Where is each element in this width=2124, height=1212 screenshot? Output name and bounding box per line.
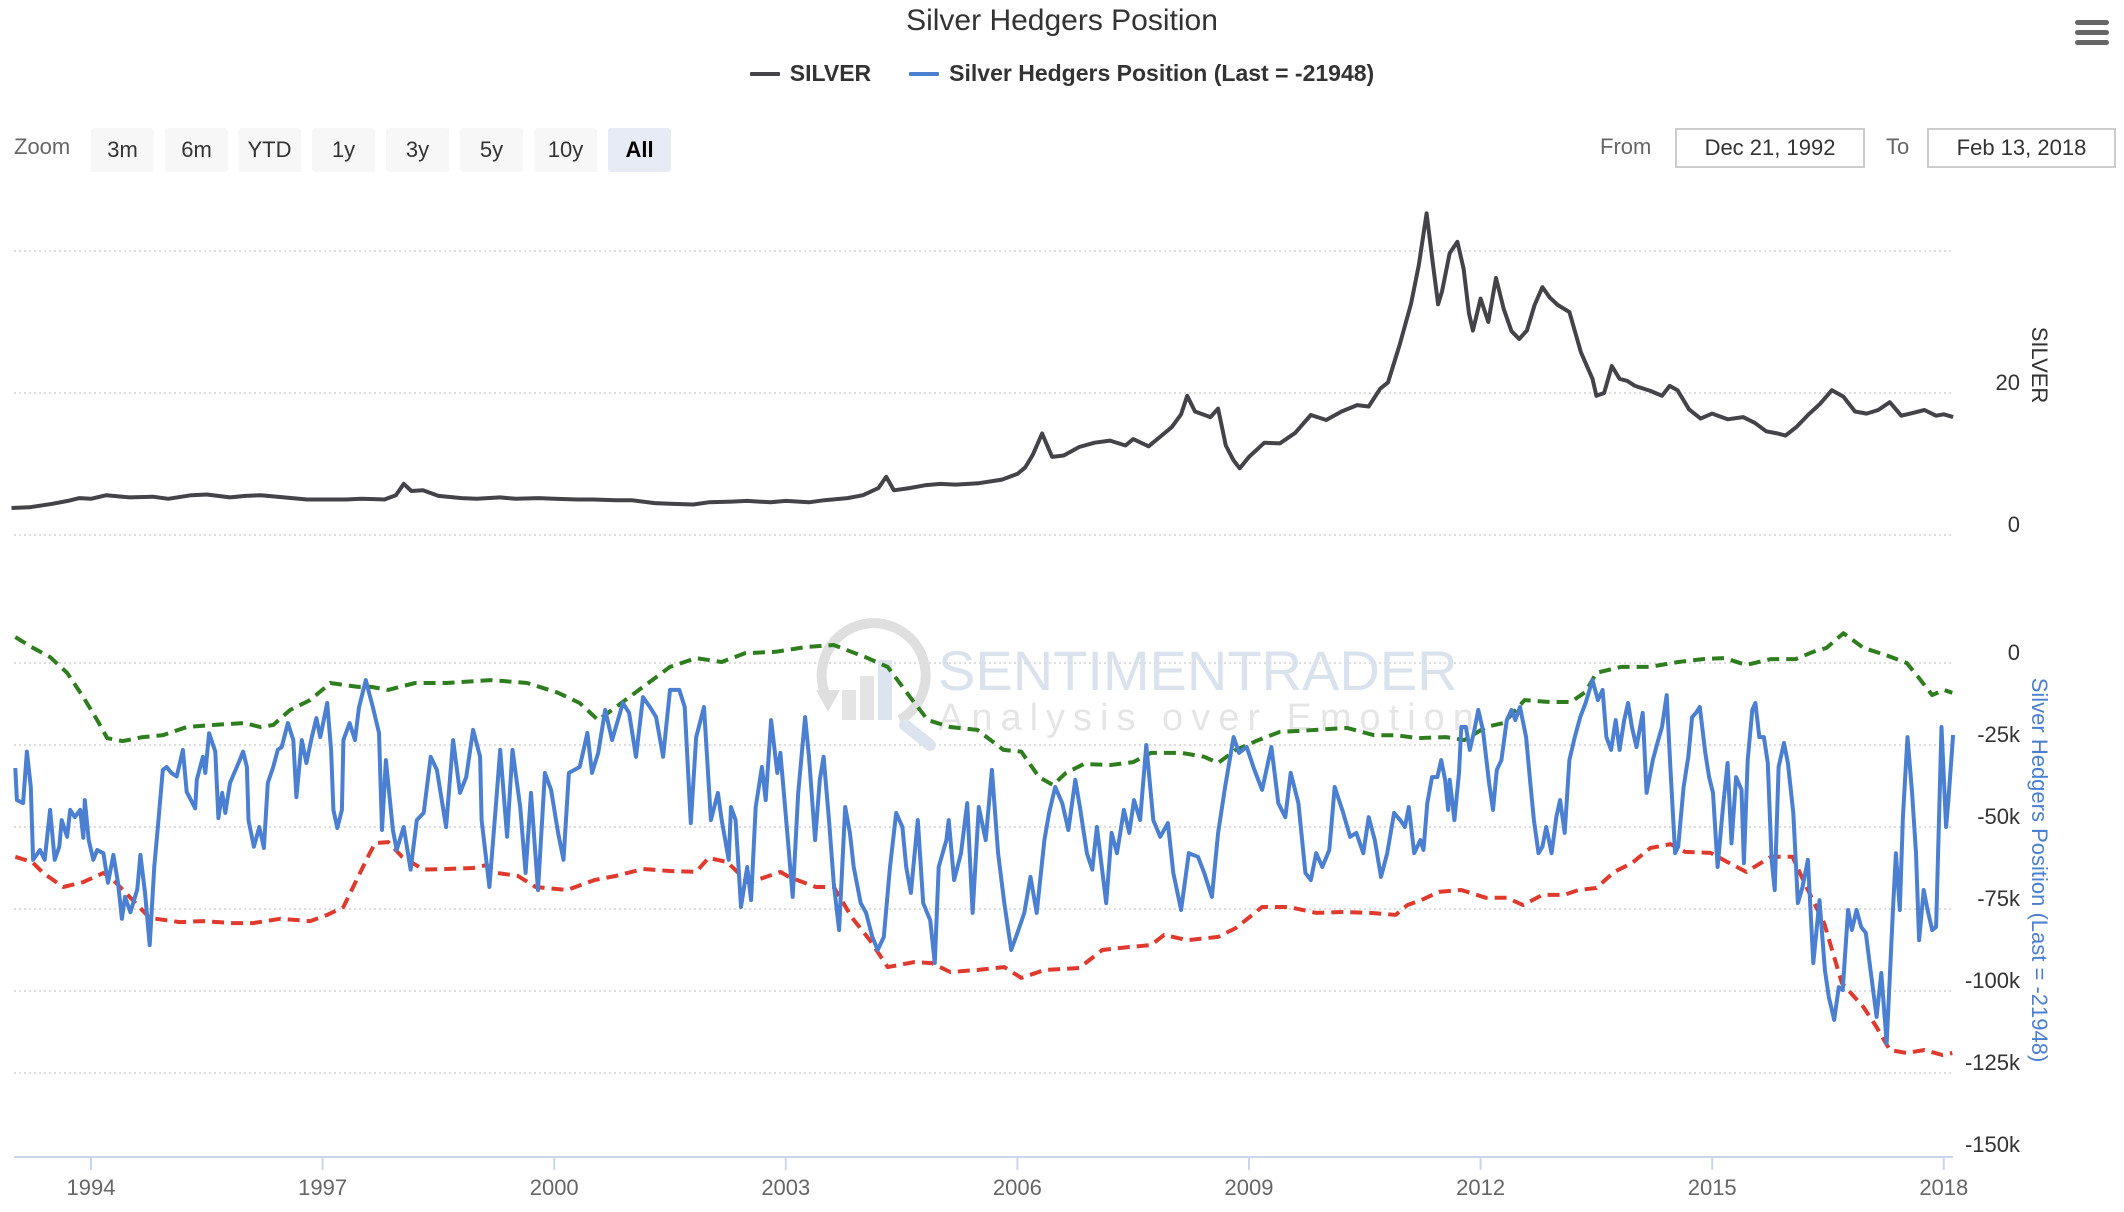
x-tick-label: 2015 <box>1688 1175 1737 1200</box>
silver-axis-title: SILVER <box>2027 327 2052 404</box>
x-tick-label: 2009 <box>1225 1175 1274 1200</box>
x-tick-label: 1997 <box>298 1175 347 1200</box>
series-line-silver <box>11 211 1954 510</box>
series-line-upper-band <box>14 631 1953 787</box>
y-tick-label: 20 <box>1996 370 2020 395</box>
from-date-input[interactable]: Dec 21, 1992 <box>1675 128 1865 168</box>
y-tick-label: -100k <box>1965 968 2021 993</box>
zoom-button-6m[interactable]: 6m <box>165 128 228 172</box>
to-label: To <box>1886 134 1910 159</box>
legend-label-silver: SILVER <box>789 60 872 86</box>
zoom-button-10y[interactable]: 10y <box>534 128 597 172</box>
y-tick-label: -150k <box>1965 1132 2021 1157</box>
to-date-input[interactable]: Feb 13, 2018 <box>1927 128 2116 168</box>
legend: SILVER Silver Hedgers Position (Last = -… <box>0 60 2124 87</box>
y-tick-label: 0 <box>2008 512 2020 537</box>
from-label: From <box>1600 134 1652 159</box>
legend-swatch-hedgers <box>909 71 940 76</box>
watermark: SENTIMENTRADER Analysis over Emotion <box>816 618 1482 751</box>
zoom-button-3y[interactable]: 3y <box>386 128 449 172</box>
x-tick-label: 2003 <box>761 1175 810 1200</box>
zoom-button-ytd[interactable]: YTD <box>238 128 301 172</box>
watermark-tagline: Analysis over Emotion <box>938 697 1482 739</box>
y-tick-label: -25k <box>1977 722 2021 747</box>
hedgers-axis-title: Silver Hedgers Position (Last = -21948) <box>2027 678 2052 1063</box>
y-tick-label: 0 <box>2008 640 2020 665</box>
watermark-logo-icon <box>816 618 936 751</box>
series-layer <box>11 211 1956 1057</box>
watermark-text: SENTIMENTRADER <box>938 639 1458 702</box>
zoom-button-5y[interactable]: 5y <box>460 128 523 172</box>
y-tick-label: -125k <box>1965 1050 2021 1075</box>
x-tick-label: 1994 <box>67 1175 116 1200</box>
y-tick-label: -50k <box>1977 804 2021 829</box>
x-tick-label: 2012 <box>1456 1175 1505 1200</box>
x-tick-label: 2000 <box>530 1175 579 1200</box>
x-tick-label: 2006 <box>993 1175 1042 1200</box>
legend-label-hedgers: Silver Hedgers Position (Last = -21948) <box>949 60 1375 86</box>
x-tick-label: 2018 <box>1919 1175 1968 1200</box>
x-axis: 1994 1997 2000 2003 2006 2009 2012 2015 2018 <box>14 1156 1968 1200</box>
chart-title: Silver Hedgers Position <box>906 4 1218 37</box>
y-axis-labels: 20 0 0 -25k -50k -75k -100k -125k -150k <box>1965 370 2021 1157</box>
zoom-button-all[interactable]: All <box>608 128 671 172</box>
legend-swatch-silver <box>749 71 780 76</box>
series-line-lower-band <box>14 840 1953 1057</box>
zoom-label: Zoom <box>14 134 71 159</box>
zoom-button-3m[interactable]: 3m <box>91 128 154 172</box>
series-line-silver-hedgers-position-last-21948 <box>13 678 1956 1046</box>
gridlines <box>14 250 1953 1074</box>
zoom-button-1y[interactable]: 1y <box>312 128 375 172</box>
y-tick-label: -75k <box>1977 886 2021 911</box>
legend-item-silver[interactable]: SILVER <box>749 60 872 87</box>
hamburger-menu-icon[interactable] <box>2072 16 2112 50</box>
legend-item-hedgers[interactable]: Silver Hedgers Position (Last = -21948) <box>909 60 1374 87</box>
